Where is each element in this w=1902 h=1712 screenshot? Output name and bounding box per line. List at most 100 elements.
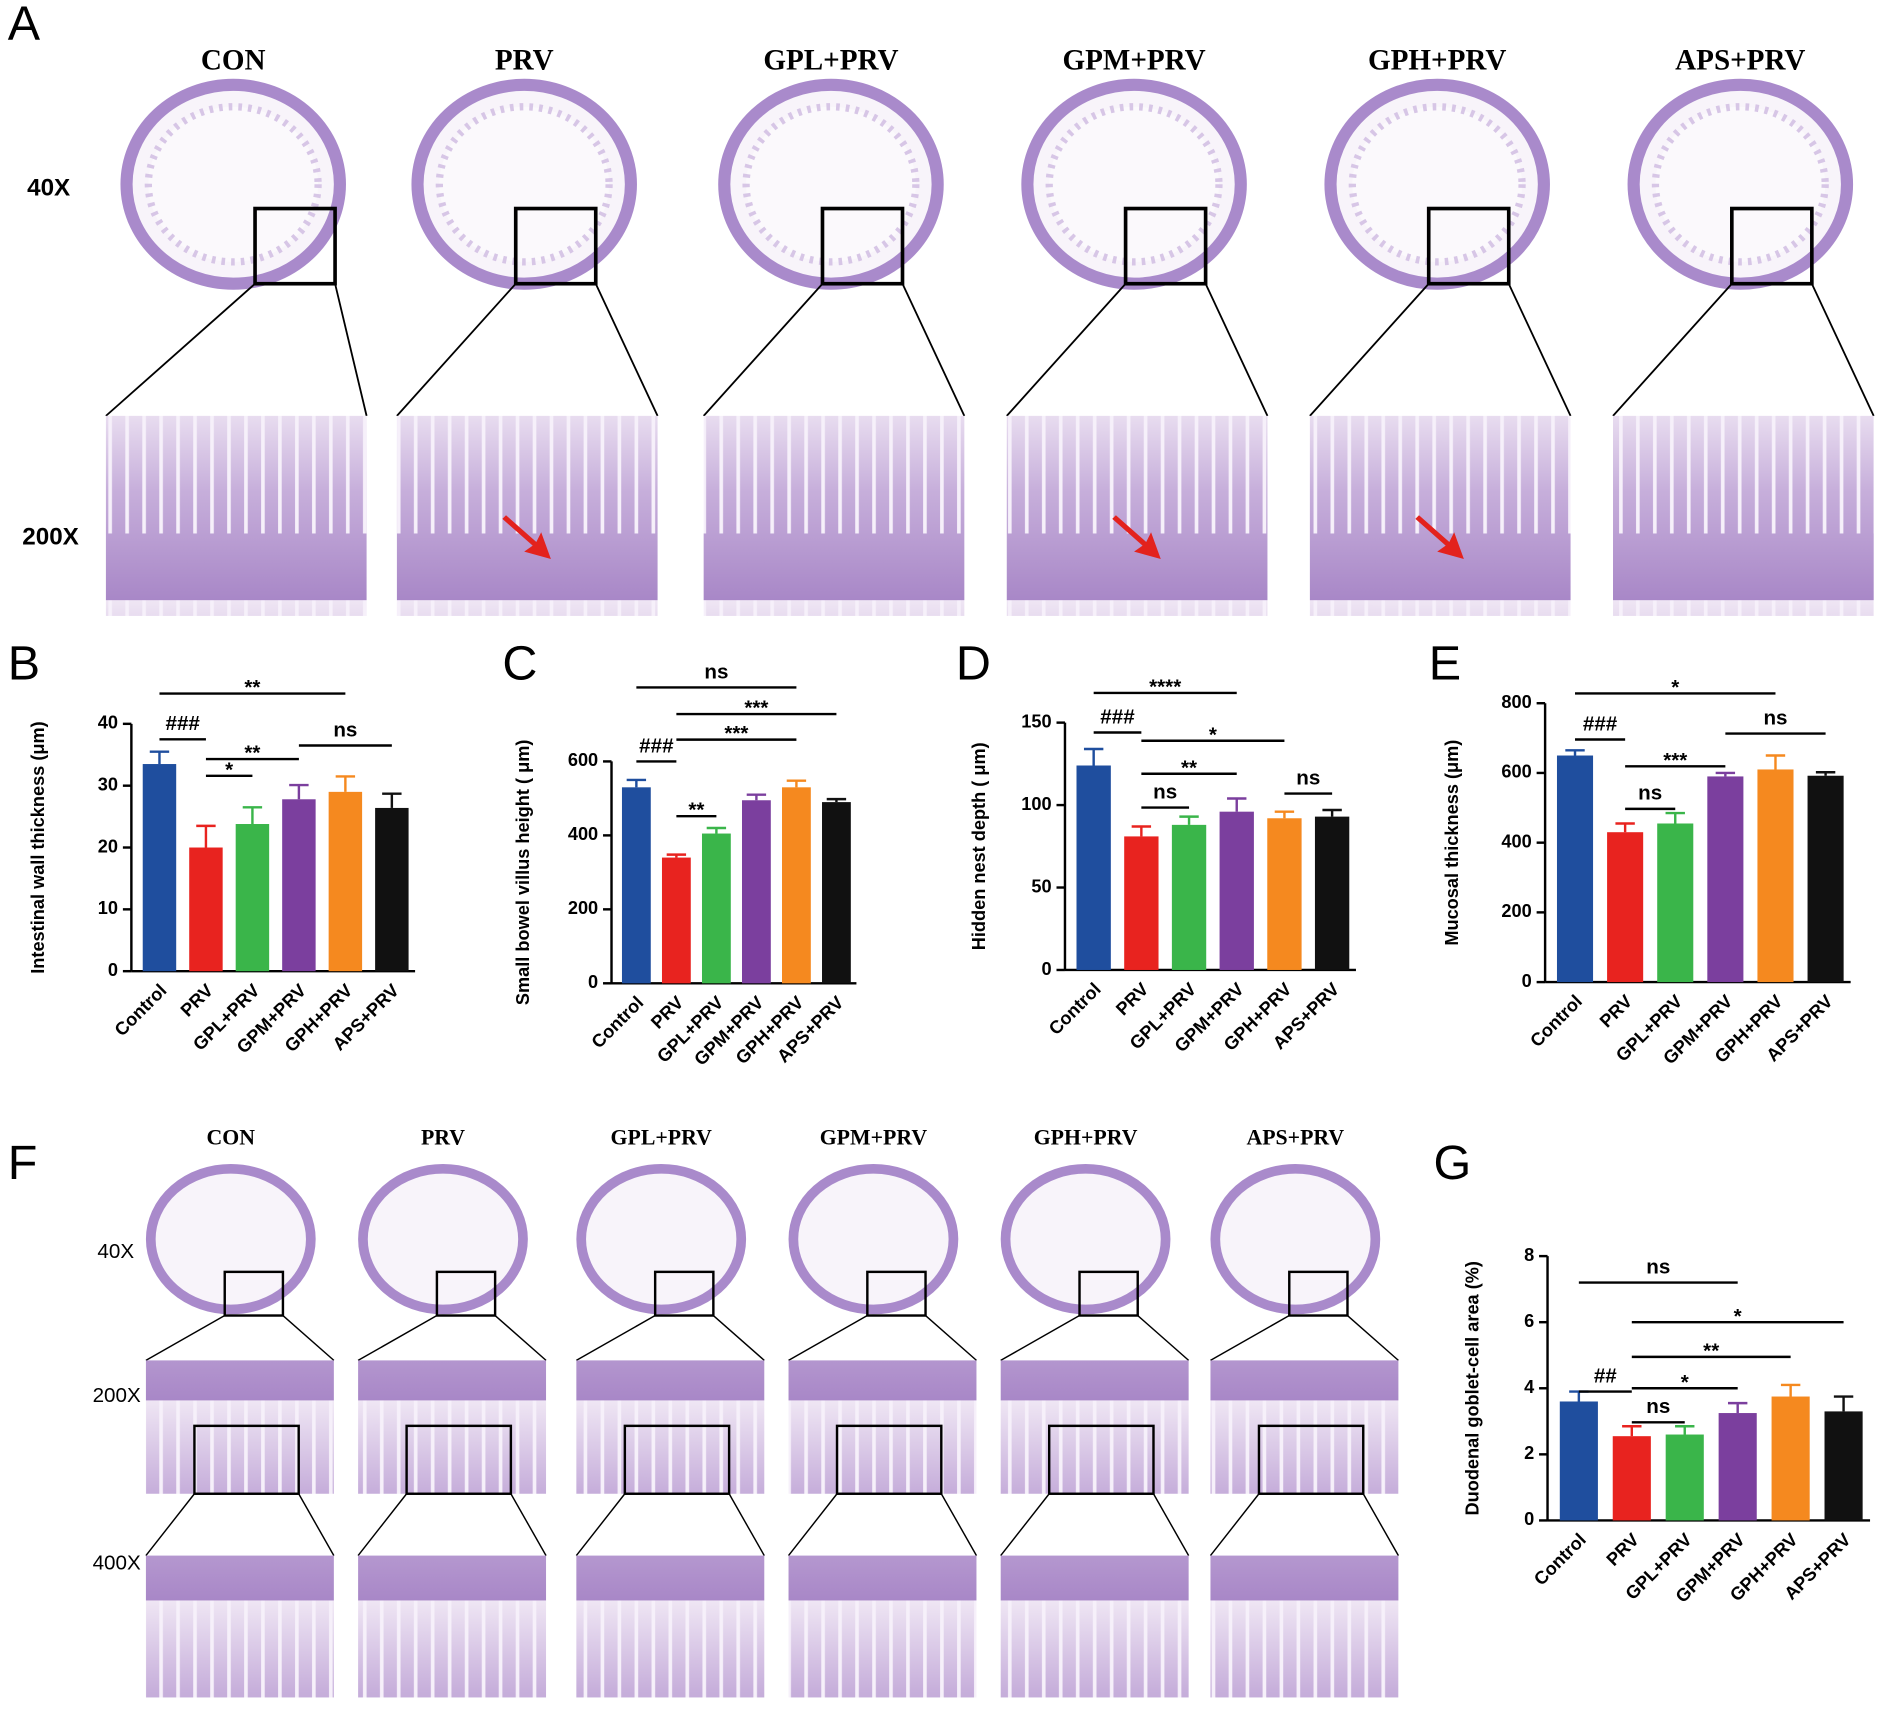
arrow xyxy=(1415,515,1464,559)
bar xyxy=(1665,1434,1704,1521)
significance-label: ns xyxy=(1646,1255,1670,1278)
y-tick-label: 50 xyxy=(1031,876,1051,896)
section-40x xyxy=(576,1163,747,1315)
y-tick-label: 30 xyxy=(98,774,118,794)
column-header: CON xyxy=(201,45,266,77)
zoom-line xyxy=(925,1314,977,1361)
y-tick-label: 0 xyxy=(588,972,598,992)
bar xyxy=(1124,836,1159,970)
bar xyxy=(189,847,223,972)
y-tick-label: 600 xyxy=(568,750,598,770)
y-tick-label: 0 xyxy=(108,960,118,980)
bar xyxy=(621,787,651,984)
zoom-line xyxy=(145,1314,226,1362)
zoom-box xyxy=(835,1424,943,1495)
significance-label: * xyxy=(1209,723,1217,746)
bar xyxy=(1707,776,1744,983)
section-400x xyxy=(788,1555,977,1698)
significance-label: ns xyxy=(704,660,728,683)
zoom-line xyxy=(298,1493,335,1556)
zoom-box xyxy=(1047,1424,1155,1495)
significance-label: ** xyxy=(688,799,704,822)
zoom-line xyxy=(1612,283,1733,417)
bar xyxy=(1771,1396,1810,1521)
panel-letter: C xyxy=(502,637,537,691)
significance-label: ## xyxy=(1594,1364,1617,1387)
zoom-line xyxy=(510,1493,547,1556)
significance-label: ns xyxy=(1638,782,1662,805)
zoom-line xyxy=(1309,283,1430,417)
zoom-line xyxy=(940,1493,978,1556)
zoom-box xyxy=(405,1424,513,1495)
bar xyxy=(661,857,691,984)
y-tick-label: 8 xyxy=(1524,1245,1534,1265)
zoom-box xyxy=(513,206,598,286)
zoom-line xyxy=(1209,1493,1260,1557)
y-tick-label: 400 xyxy=(568,824,598,844)
y-tick-label: 200 xyxy=(568,898,598,918)
lumen xyxy=(435,103,613,266)
bar xyxy=(822,802,851,984)
section-200x xyxy=(396,415,658,616)
y-tick-label: 0 xyxy=(1524,1509,1534,1529)
section-40x xyxy=(788,1163,959,1315)
panel-letter: D xyxy=(956,637,991,691)
y-tick-label: 400 xyxy=(1501,831,1531,851)
zoom-line xyxy=(712,1314,765,1361)
column-header: APS+PRV xyxy=(1246,1126,1344,1150)
zoom-line xyxy=(1362,1493,1400,1556)
bar xyxy=(1559,1401,1598,1521)
zoom-line xyxy=(788,1314,868,1362)
zoom-line xyxy=(1210,1314,1290,1362)
arrow xyxy=(1112,515,1161,559)
significance-label: * xyxy=(225,758,233,781)
y-tick-label: 0 xyxy=(1042,959,1052,979)
section-400x xyxy=(358,1555,547,1698)
y-axis-label: Hidden nest depth ( μm) xyxy=(969,742,989,950)
row-label: 200X xyxy=(93,1384,141,1407)
zoom-line xyxy=(702,283,824,417)
x-tick-label: PRV xyxy=(177,980,217,1020)
y-tick-label: 800 xyxy=(1501,692,1531,712)
bar xyxy=(1657,823,1694,983)
column-header: CON xyxy=(207,1126,256,1150)
x-tick-label: Control xyxy=(1530,1529,1590,1589)
x-tick-label: PRV xyxy=(1603,1529,1643,1569)
section-40x xyxy=(1000,1163,1171,1315)
bar xyxy=(1612,1436,1651,1521)
bar xyxy=(1607,832,1644,983)
zoom-line xyxy=(787,1493,838,1557)
zoom-line xyxy=(575,1493,626,1557)
zoom-box xyxy=(435,1270,497,1317)
bar xyxy=(375,807,409,972)
section-400x xyxy=(576,1555,765,1698)
zoom-line xyxy=(1204,283,1269,417)
row-label: 200X xyxy=(22,524,79,551)
column-header: PRV xyxy=(495,45,554,77)
bar xyxy=(741,800,771,984)
section-40x xyxy=(145,1163,316,1315)
column-header: GPM+PRV xyxy=(1063,45,1206,77)
y-axis-label: Intestinal wall thickness (μm) xyxy=(28,721,48,973)
y-tick-label: 20 xyxy=(98,836,118,856)
zoom-line xyxy=(105,283,256,417)
zoom-box xyxy=(193,1424,300,1495)
y-axis-label: Mucosal thickness (μm) xyxy=(1442,740,1462,946)
row-label: 40X xyxy=(97,1240,134,1263)
bar xyxy=(1219,811,1254,970)
significance-label: ns xyxy=(1153,780,1177,803)
zoom-box xyxy=(866,1270,927,1317)
panel-letter: B xyxy=(8,637,40,691)
section-400x xyxy=(1210,1555,1399,1698)
zoom-box xyxy=(1257,1424,1365,1495)
section-200x xyxy=(1613,415,1874,616)
zoom-box xyxy=(1426,206,1511,286)
x-tick-label: Control xyxy=(111,980,171,1040)
significance-label: *** xyxy=(744,697,768,720)
y-tick-label: 150 xyxy=(1021,711,1051,731)
zoom-line xyxy=(334,283,368,417)
section-200x xyxy=(1309,415,1571,616)
significance-label: ns xyxy=(1296,766,1320,789)
significance-label: ### xyxy=(1583,712,1618,735)
bar xyxy=(1171,824,1207,970)
